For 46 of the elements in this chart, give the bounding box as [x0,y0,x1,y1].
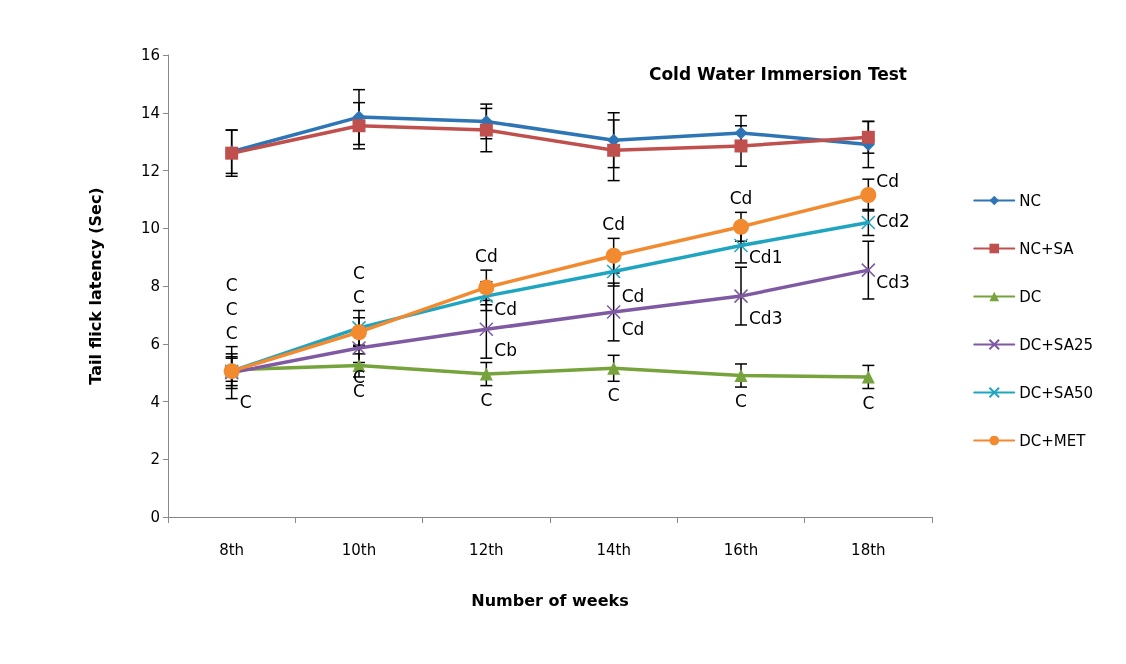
y-tick-label: 12 [140,161,160,180]
y-axis-title: Tail flick latency (Sec) [85,187,105,385]
annotation: Cd [494,299,518,320]
y-tick-label: 14 [140,103,160,122]
annotation: Cb [494,339,518,360]
y-tick-label: 4 [150,392,160,411]
annotation: C [239,391,252,412]
legend-label: DC+MET [1019,431,1087,450]
x-tick-label: 14th [596,540,631,559]
legend-label: NC+SA [1019,239,1075,258]
y-tick-label: 6 [150,334,160,353]
annotation: C [225,298,238,319]
text: Cold Water Immersion Test [648,63,908,84]
annotation: Cd [621,286,645,307]
x-tick-label: 8th [219,540,245,559]
x-tick-label: 18th [851,540,886,559]
legend-label: DC+SA25 [1019,335,1094,354]
annotation: Cd [729,188,753,209]
legend-label: DC+SA50 [1019,383,1094,402]
annotation: Cd3 [749,307,783,328]
annotation: C [353,262,365,283]
x-tick-label: 10th [341,540,377,559]
y-tick-label: 10 [140,219,160,238]
legend-label: DC [1019,287,1042,306]
annotation: Cd1 [749,247,783,268]
annotation: Cd [621,319,645,340]
annotation: C [225,322,238,343]
annotation: C [353,286,365,307]
legend-label: NC [1019,191,1041,210]
annotation: Cd2 [876,211,910,232]
annotation: Cd [876,170,900,191]
y-tick-label: 8 [150,277,160,295]
annotation: C [480,389,493,410]
x-tick-label: 16th [723,540,759,559]
annotation: Cd [475,246,498,267]
annotation: C [225,274,238,295]
y-tick-label: 16 [140,46,160,64]
annotation: Cd3 [876,271,910,292]
y-tick-label: 0 [150,508,160,526]
x-tick-label: 12th [469,540,504,559]
annotation: C [735,391,747,412]
annotation: C [607,385,620,406]
annotation: Cd [602,214,625,235]
y-tick-label: 2 [150,450,160,469]
x-axis-title: Number of weeks [471,590,629,610]
annotation: C [862,392,875,413]
